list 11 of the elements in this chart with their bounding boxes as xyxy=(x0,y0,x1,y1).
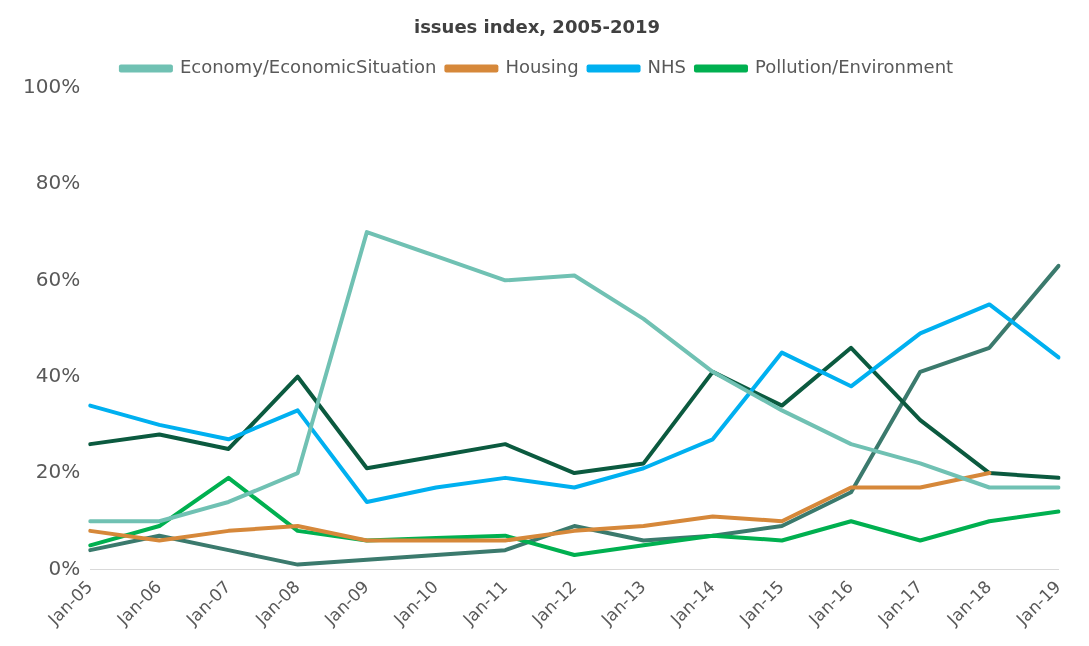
y-tick-label: 80% xyxy=(35,170,81,195)
legend-label: Housing xyxy=(505,56,579,78)
y-tick-label: 100% xyxy=(22,73,81,98)
legend-label: Pollution/Environment xyxy=(754,56,954,78)
y-tick-label: 0% xyxy=(48,555,81,580)
y-tick-label: 20% xyxy=(35,459,81,484)
y-tick-label: 60% xyxy=(35,266,81,291)
y-tick-label: 40% xyxy=(35,362,81,387)
chart-title: issues index, 2005-2019 xyxy=(413,16,661,38)
legend-label: NHS xyxy=(647,56,686,78)
legend-label: Economy/EconomicSituation xyxy=(179,56,437,78)
